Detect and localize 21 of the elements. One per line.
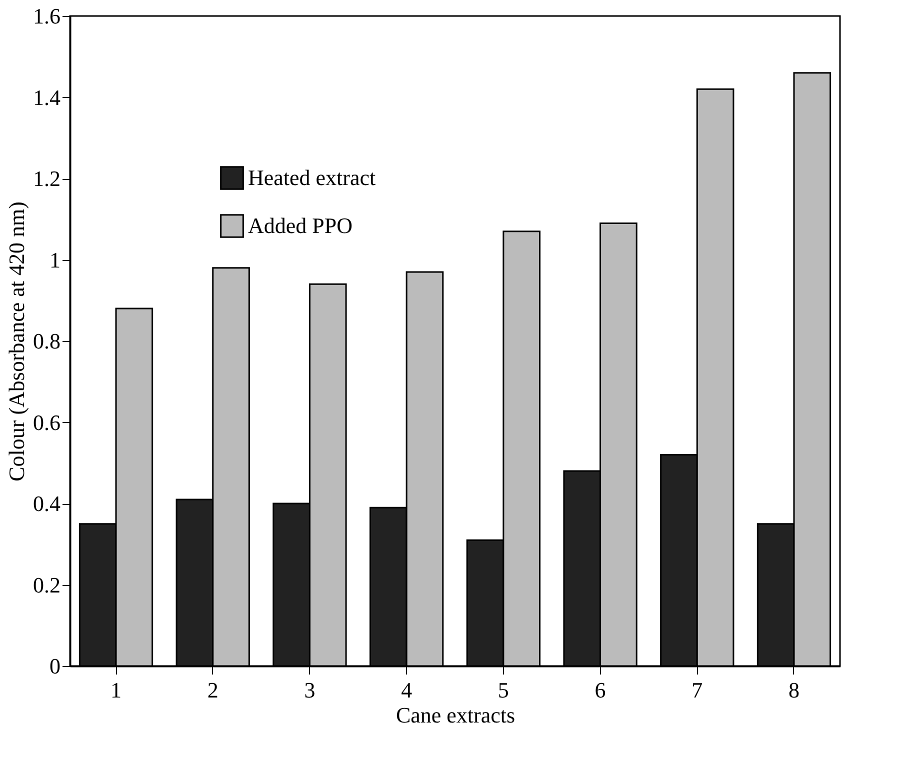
x-tick-label: 4 [401, 678, 412, 702]
x-tick-label: 6 [594, 678, 606, 702]
x-tick-label: 5 [498, 678, 509, 702]
x-tick-label: 3 [304, 678, 316, 702]
y-tick-label: 0.8 [33, 328, 60, 354]
y-tick-label: 1.4 [33, 84, 60, 110]
y-axis-title: Colour (Absorbance at 420 nm) [4, 202, 29, 482]
x-tick-label: 1 [110, 678, 122, 702]
y-tick-label: 0.6 [33, 410, 60, 435]
y-tick-label: 1.2 [33, 166, 60, 191]
x-tick-label: 7 [692, 678, 703, 702]
y-tick-label: 0.2 [33, 572, 60, 598]
y-tick-label: 0 [50, 654, 60, 678]
y-tick-label: 0.4 [33, 491, 60, 516]
x-tick-label: 2 [207, 678, 218, 702]
y-tick-label: 1.6 [33, 4, 60, 28]
y-tick-label: 1 [50, 247, 60, 272]
legend-label: Heated extract [248, 165, 376, 190]
legend-label: Added PPO [248, 213, 353, 238]
x-tick-label: 8 [788, 678, 800, 702]
x-axis-title: Cane extracts [396, 702, 516, 728]
